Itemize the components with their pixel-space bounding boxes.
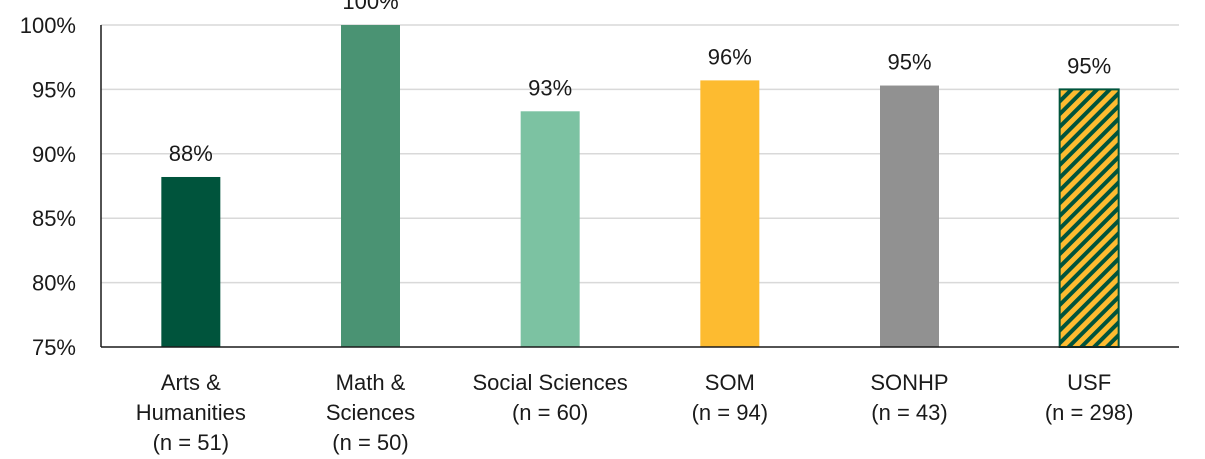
- data-label: 100%: [342, 0, 398, 14]
- y-tick-label: 100%: [20, 13, 76, 38]
- x-tick-label: (n = 94): [692, 400, 768, 425]
- y-tick-label: 90%: [32, 142, 76, 167]
- gridlines: [101, 24, 1179, 284]
- x-tick-label: USF: [1067, 370, 1111, 395]
- y-axis-tick-labels: 75% 80% 85% 90% 95% 100%: [20, 13, 76, 360]
- x-tick-label: (n = 43): [871, 400, 947, 425]
- x-tick-label: Humanities: [136, 400, 246, 425]
- x-tick-label: (n = 51): [153, 430, 229, 455]
- x-tick-label: SOM: [705, 370, 755, 395]
- data-label: 88%: [169, 141, 213, 166]
- x-tick-label: Math &: [336, 370, 406, 395]
- bar: [1058, 88, 1120, 349]
- bar: [700, 80, 760, 347]
- bars: [161, 25, 1120, 349]
- data-label: 95%: [887, 50, 931, 75]
- x-tick-label: (n = 50): [332, 430, 408, 455]
- bar: [880, 85, 939, 347]
- data-labels: 88% 100% 93% 96% 95% 95%: [169, 0, 1111, 166]
- data-label: 96%: [708, 44, 752, 69]
- x-tick-label: Sciences: [326, 400, 415, 425]
- bar: [161, 176, 221, 347]
- x-tick-label: Arts &: [161, 370, 221, 395]
- y-tick-label: 85%: [32, 206, 76, 231]
- y-tick-label: 95%: [32, 77, 76, 102]
- x-axis-category-labels: Arts & Humanities (n = 51) Math & Sciences (n…: [136, 370, 1134, 455]
- data-label: 95%: [1067, 53, 1111, 78]
- x-tick-label: (n = 60): [512, 400, 588, 425]
- bar: [341, 25, 400, 347]
- y-tick-label: 80%: [32, 271, 76, 296]
- axes: [100, 25, 1179, 348]
- data-label: 93%: [528, 75, 572, 100]
- x-tick-label: (n = 298): [1045, 400, 1134, 425]
- x-tick-label: Social Sciences: [473, 370, 628, 395]
- x-tick-label: SONHP: [870, 370, 948, 395]
- bar: [520, 111, 580, 348]
- y-tick-label: 75%: [32, 335, 76, 360]
